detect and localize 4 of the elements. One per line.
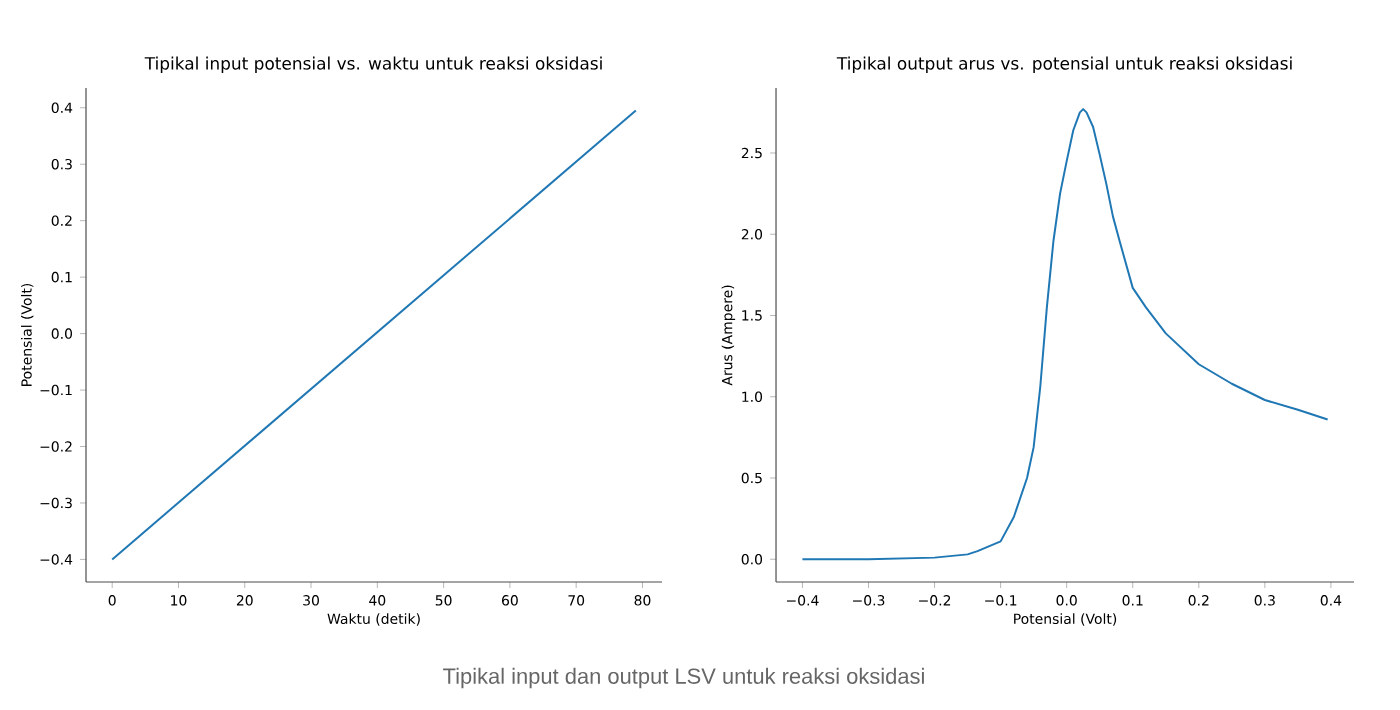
chart-title: Tipikal output arus vs. potensial untuk reaksi oksidasi (836, 56, 1292, 73)
chart-title: Tipikal input potensial vs. waktu untuk reaksi oksidasi (144, 56, 602, 74)
text: Tipikal input dan output LSV untuk reaksi oksidasi (443, 667, 924, 689)
line-series (801, 108, 1329, 561)
